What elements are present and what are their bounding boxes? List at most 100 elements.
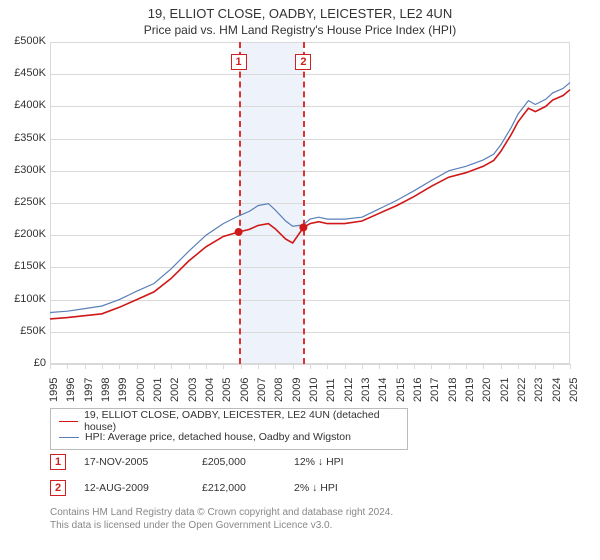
x-tick-mark	[258, 364, 259, 369]
x-tick-mark	[189, 364, 190, 369]
chart-title: 19, ELLIOT CLOSE, OADBY, LEICESTER, LE2 …	[0, 0, 600, 21]
sales-price: £212,000	[202, 482, 294, 494]
x-tick-mark	[119, 364, 120, 369]
x-tick-label: 1997	[83, 378, 95, 402]
footer-line-2: This data is licensed under the Open Gov…	[50, 519, 393, 532]
x-tick-mark	[570, 364, 571, 369]
y-tick-label: £200K	[6, 228, 46, 240]
x-tick-label: 1995	[48, 378, 60, 402]
sales-marker-box: 2	[50, 480, 66, 496]
sales-row: 2 12-AUG-2009£212,0002% ↓ HPI	[50, 478, 404, 498]
x-tick-mark	[275, 364, 276, 369]
legend-item: HPI: Average price, detached house, Oadb…	[59, 429, 399, 445]
page: 19, ELLIOT CLOSE, OADBY, LEICESTER, LE2 …	[0, 0, 600, 560]
x-tick-label: 1996	[65, 378, 77, 402]
x-tick-label: 2017	[429, 378, 441, 402]
x-tick-label: 2018	[447, 378, 459, 402]
legend-item: 19, ELLIOT CLOSE, OADBY, LEICESTER, LE2 …	[59, 413, 399, 429]
x-tick-label: 1998	[100, 378, 112, 402]
x-tick-mark	[223, 364, 224, 369]
y-tick-label: £100K	[6, 293, 46, 305]
sales-marker-box: 1	[50, 454, 66, 470]
x-tick-label: 2005	[221, 378, 233, 402]
y-tick-label: £50K	[6, 325, 46, 337]
x-tick-mark	[50, 364, 51, 369]
x-tick-label: 2024	[551, 378, 563, 402]
x-tick-label: 2020	[481, 378, 493, 402]
sale-marker-dot	[299, 223, 307, 231]
x-tick-label: 2019	[464, 378, 476, 402]
x-tick-mark	[431, 364, 432, 369]
x-tick-mark	[414, 364, 415, 369]
x-tick-mark	[535, 364, 536, 369]
x-tick-mark	[85, 364, 86, 369]
x-tick-label: 2014	[377, 378, 389, 402]
sales-table: 1 17-NOV-2005£205,00012% ↓ HPI 2 12-AUG-200…	[50, 452, 404, 504]
sales-date: 17-NOV-2005	[84, 456, 202, 468]
x-tick-mark	[137, 364, 138, 369]
reference-marker-box: 1	[231, 54, 247, 70]
x-tick-mark	[327, 364, 328, 369]
y-tick-label: £350K	[6, 132, 46, 144]
y-tick-label: £250K	[6, 196, 46, 208]
x-tick-label: 2007	[256, 378, 268, 402]
legend-label: HPI: Average price, detached house, Oadb…	[85, 431, 351, 443]
x-tick-mark	[241, 364, 242, 369]
x-tick-label: 2011	[325, 378, 337, 402]
x-tick-mark	[345, 364, 346, 369]
legend-swatch	[59, 437, 79, 438]
sales-delta: 2% ↓ HPI	[294, 482, 404, 494]
sales-delta: 12% ↓ HPI	[294, 456, 404, 468]
x-tick-label: 2023	[533, 378, 545, 402]
x-tick-mark	[553, 364, 554, 369]
series-line	[50, 83, 570, 313]
x-tick-label: 2002	[169, 378, 181, 402]
chart-plot-area	[50, 42, 570, 364]
x-tick-label: 1999	[117, 378, 129, 402]
x-tick-label: 2021	[499, 378, 511, 402]
x-tick-label: 2006	[239, 378, 251, 402]
x-tick-mark	[362, 364, 363, 369]
x-tick-label: 2008	[273, 378, 285, 402]
sales-row: 1 17-NOV-2005£205,00012% ↓ HPI	[50, 452, 404, 472]
x-tick-label: 2012	[343, 378, 355, 402]
x-tick-label: 2001	[152, 378, 164, 402]
x-tick-mark	[483, 364, 484, 369]
x-tick-label: 2015	[395, 378, 407, 402]
x-tick-mark	[67, 364, 68, 369]
x-tick-mark	[466, 364, 467, 369]
y-tick-label: £450K	[6, 67, 46, 79]
x-tick-mark	[397, 364, 398, 369]
footer-attribution: Contains HM Land Registry data © Crown c…	[50, 506, 393, 532]
x-tick-label: 2009	[291, 378, 303, 402]
x-tick-label: 2022	[516, 378, 528, 402]
y-tick-label: £300K	[6, 164, 46, 176]
y-tick-label: £500K	[6, 35, 46, 47]
x-tick-label: 2004	[204, 378, 216, 402]
reference-marker-box: 2	[295, 54, 311, 70]
x-tick-label: 2025	[568, 378, 580, 402]
x-tick-mark	[206, 364, 207, 369]
sale-marker-dot	[235, 228, 243, 236]
x-tick-mark	[154, 364, 155, 369]
series-svg	[50, 42, 570, 364]
y-tick-label: £0	[6, 357, 46, 369]
legend-label: 19, ELLIOT CLOSE, OADBY, LEICESTER, LE2 …	[84, 409, 399, 433]
sales-date: 12-AUG-2009	[84, 482, 202, 494]
y-tick-label: £150K	[6, 260, 46, 272]
x-tick-mark	[102, 364, 103, 369]
legend-box: 19, ELLIOT CLOSE, OADBY, LEICESTER, LE2 …	[50, 408, 408, 450]
x-tick-mark	[293, 364, 294, 369]
series-line	[50, 90, 570, 319]
x-tick-label: 2010	[308, 378, 320, 402]
x-tick-mark	[379, 364, 380, 369]
x-tick-mark	[310, 364, 311, 369]
x-tick-label: 2000	[135, 378, 147, 402]
x-tick-mark	[449, 364, 450, 369]
sales-price: £205,000	[202, 456, 294, 468]
x-tick-label: 2003	[187, 378, 199, 402]
legend-swatch	[59, 421, 78, 422]
x-tick-mark	[518, 364, 519, 369]
footer-line-1: Contains HM Land Registry data © Crown c…	[50, 506, 393, 519]
x-tick-mark	[171, 364, 172, 369]
